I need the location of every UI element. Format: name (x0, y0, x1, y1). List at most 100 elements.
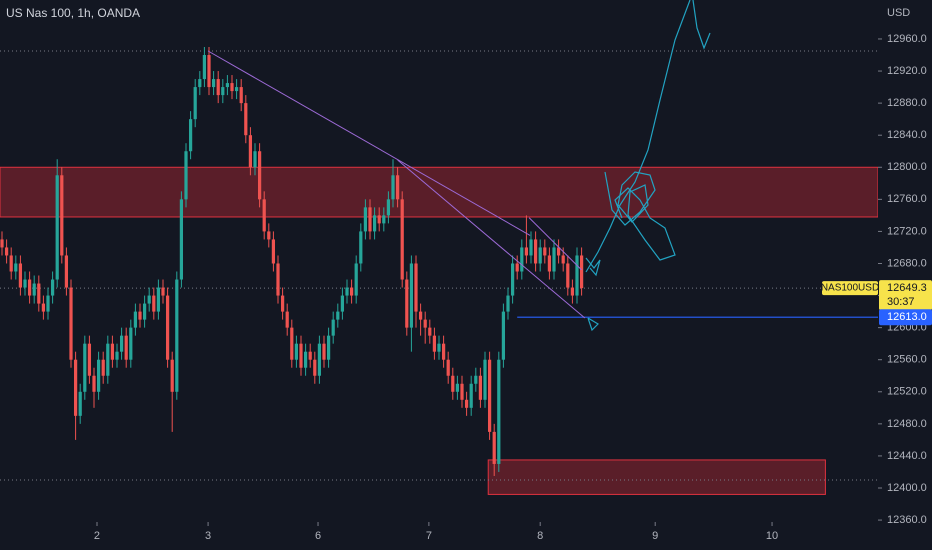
y-tick-label: 12360.0 (887, 514, 927, 526)
candle-body (303, 351, 308, 368)
candle-body (395, 175, 400, 200)
candle-body (92, 375, 96, 392)
candle-body (308, 351, 312, 360)
candle-body (161, 287, 165, 296)
candle-body (345, 287, 349, 296)
candle-body (400, 199, 404, 280)
candle-body (299, 343, 303, 368)
candle-body (520, 247, 524, 272)
candle-body (290, 327, 294, 360)
candle-body (566, 263, 570, 288)
candle-body (437, 343, 441, 352)
candle-body (474, 375, 478, 384)
x-tick-label: 10 (766, 530, 778, 542)
chart-title: US Nas 100, 1h, OANDA (6, 6, 140, 20)
candle-body (579, 255, 584, 289)
candle-body (336, 311, 340, 320)
blue-line-tag: 12613.0 (887, 311, 927, 323)
candle-body (257, 151, 262, 200)
candle-body (110, 343, 115, 360)
levels (0, 50, 878, 481)
candle-body (248, 135, 253, 168)
candle-body (552, 247, 556, 272)
candle-body (423, 319, 427, 328)
candle-body (529, 239, 533, 256)
y-tick-label: 12560.0 (887, 354, 927, 366)
candle-body (483, 359, 487, 400)
candle-body (575, 255, 579, 296)
x-tick-label: 2 (94, 530, 100, 542)
candle-body (340, 295, 345, 312)
trendlines (207, 50, 586, 319)
candle-body (285, 311, 289, 328)
trendline (397, 159, 586, 319)
y-tick-label: 12720.0 (887, 225, 927, 237)
candle-body (138, 311, 142, 320)
y-tick-label: 12680.0 (887, 257, 927, 269)
candle-body (487, 359, 492, 432)
candle-body (64, 255, 69, 288)
candle-body (313, 359, 317, 376)
candle-body (78, 391, 82, 416)
candle-body (188, 119, 193, 152)
candle-body (253, 151, 257, 168)
candle-body (175, 279, 179, 392)
price-axis (878, 0, 932, 550)
drawing-scribble (585, 0, 711, 332)
candle-body (455, 383, 460, 392)
candle-body (133, 311, 138, 328)
candle-body (60, 175, 64, 256)
candle-body (124, 335, 128, 360)
candle-body (538, 247, 542, 264)
y-tick-label: 12400.0 (887, 482, 927, 494)
candle-body (497, 359, 501, 464)
y-tick-label: 12920.0 (887, 65, 927, 77)
candle-body (446, 359, 450, 376)
candle-body (363, 207, 368, 232)
candle-body (561, 255, 565, 264)
zone (0, 166, 879, 218)
candle-body (506, 295, 510, 312)
candle-body (119, 335, 124, 352)
candle-body (469, 383, 473, 408)
candle-body (221, 87, 225, 96)
candle-body (37, 283, 41, 304)
candle-body (152, 295, 156, 312)
candle-body (87, 343, 92, 376)
candle-body (202, 55, 207, 80)
candle-body (46, 295, 50, 312)
candle-body (377, 215, 381, 224)
x-tick-label: 8 (537, 530, 543, 542)
candle-body (101, 359, 105, 376)
candle-body (524, 247, 529, 256)
candle-body (464, 399, 469, 408)
candle-body (106, 343, 110, 376)
candle-body (230, 83, 234, 92)
candle-body (267, 231, 271, 240)
last-price-tag-bg (879, 280, 932, 311)
candle-body (115, 351, 119, 360)
candle-body (262, 199, 266, 232)
x-tick-label: 7 (426, 530, 432, 542)
candle-body (382, 215, 386, 224)
y-tick-label: 12840.0 (887, 129, 927, 141)
candle-body (211, 79, 216, 88)
candle-body (193, 87, 197, 120)
y-tick-label: 12880.0 (887, 97, 927, 109)
candle-body (515, 263, 519, 272)
candle-body (73, 359, 78, 416)
candle-body (276, 263, 280, 296)
candle-body (432, 335, 437, 352)
y-tick-label: 12800.0 (887, 161, 927, 173)
candle-body (271, 239, 276, 264)
symbol-tag-bg (822, 281, 878, 296)
candle-body (533, 239, 538, 264)
candle-body (322, 343, 326, 360)
candle-body (129, 327, 133, 360)
candle-body (280, 295, 285, 312)
candle-body (570, 287, 575, 296)
y-tick-label: 12760.0 (887, 193, 927, 205)
candle-body (331, 319, 335, 336)
